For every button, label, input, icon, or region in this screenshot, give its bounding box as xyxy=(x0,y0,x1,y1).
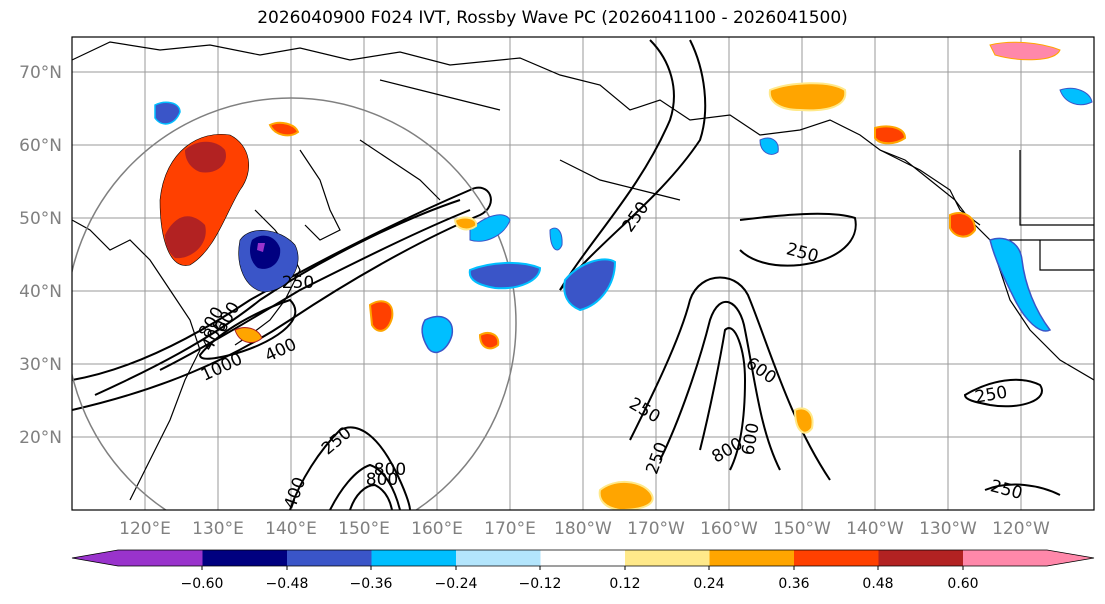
contour-labels: 250 250 250 250 250 250 250 250 400 400 … xyxy=(195,198,1025,512)
lon-label-170w: 170°W xyxy=(627,519,685,539)
contour-label: 250 xyxy=(618,198,653,236)
colorbar-tick-label: 0.24 xyxy=(693,576,724,592)
reference-circle xyxy=(72,97,517,510)
lon-label-140e: 140°E xyxy=(265,519,317,539)
contour-label: 250 xyxy=(642,440,672,477)
colorbar-tick-label: −0.12 xyxy=(519,576,562,592)
colorbar-tick-label: 0.36 xyxy=(778,576,809,592)
colorbar-outline xyxy=(71,549,1095,567)
colorbar-tick-label: 0.48 xyxy=(862,576,893,592)
colorbar-tick-label: −0.36 xyxy=(350,576,393,592)
colorbar-segment xyxy=(878,550,964,566)
lat-label-60: 60°N xyxy=(19,136,62,156)
lon-label-160e: 160°E xyxy=(411,519,463,539)
contour-label: 400 xyxy=(280,475,310,512)
colorbar-extend-max xyxy=(1047,550,1094,566)
contour-label: 250 xyxy=(973,382,1008,407)
colorbar-segment xyxy=(709,550,795,566)
colorbar-segments xyxy=(71,549,1095,567)
contour-label: 800 xyxy=(366,470,398,490)
longitude-labels: 120°E 130°E 140°E 150°E 160°E 170°E 180°… xyxy=(119,519,1050,539)
colorbar-segment xyxy=(540,550,626,566)
lat-label-30: 30°N xyxy=(19,355,62,375)
lon-label-120e: 120°E xyxy=(119,519,171,539)
contour-label: 1000 xyxy=(198,349,246,385)
lon-label-130w: 130°W xyxy=(919,519,977,539)
contour-label: 250 xyxy=(784,239,821,267)
colorbar-ticks xyxy=(201,566,964,570)
lat-label-20: 20°N xyxy=(19,428,62,448)
colorbar-segment xyxy=(202,550,288,566)
latitude-labels: 70°N 60°N 50°N 40°N 30°N 20°N xyxy=(19,63,62,448)
lat-label-50: 50°N xyxy=(19,209,62,229)
colorbar-segment xyxy=(794,550,879,566)
colorbar-tick-label: −0.60 xyxy=(181,576,224,592)
map-frame xyxy=(71,36,1095,511)
lon-label-180w: 180°W xyxy=(554,519,612,539)
lon-label-120w: 120°W xyxy=(992,519,1050,539)
lon-label-150w: 150°W xyxy=(773,519,831,539)
contour-label: 800 xyxy=(374,460,406,480)
colorbar-segment xyxy=(963,550,1048,566)
colorbar-segment xyxy=(625,550,710,566)
colorbar-tick-label: −0.24 xyxy=(435,576,478,592)
contour-label: 600 xyxy=(742,353,780,388)
lon-label-130e: 130°E xyxy=(192,519,244,539)
colorbar-segment xyxy=(456,550,541,566)
lat-label-70: 70°N xyxy=(19,63,62,83)
colorbar-segment xyxy=(287,550,372,566)
map-panel: 70°N 60°N 50°N 40°N 30°N 20°N 120°E 130°… xyxy=(19,36,1095,539)
pc-shading xyxy=(154,41,1093,510)
ivt-contours xyxy=(72,39,1061,510)
colorbar-extend-min xyxy=(72,550,118,566)
colorbar-tick-label: −0.48 xyxy=(266,576,309,592)
lon-label-140w: 140°W xyxy=(846,519,904,539)
colorbar-segment xyxy=(371,550,457,566)
lat-label-40: 40°N xyxy=(19,282,62,302)
contour-label: 400 xyxy=(262,335,300,367)
lon-label-170e: 170°E xyxy=(484,519,536,539)
colorbar-labels: −0.60 −0.48 −0.36 −0.24 −0.12 0.12 0.24 … xyxy=(181,576,979,592)
contour-label: 250 xyxy=(625,394,663,428)
colorbar-tick-label: 0.12 xyxy=(609,576,640,592)
lon-label-150e: 150°E xyxy=(338,519,390,539)
colorbar-segment xyxy=(118,550,203,566)
lon-label-160w: 160°W xyxy=(700,519,758,539)
contour-label: 250 xyxy=(318,423,356,459)
contour-label: 250 xyxy=(988,476,1025,504)
colorbar: −0.60 −0.48 −0.36 −0.24 −0.12 0.12 0.24 … xyxy=(71,549,1095,592)
colorbar-tick-label: 0.60 xyxy=(947,576,978,592)
contour-label: 600 xyxy=(738,421,763,456)
plot-title: 2026040900 F024 IVT, Rossby Wave PC (202… xyxy=(257,8,848,28)
contour-label: 250 xyxy=(282,273,314,293)
